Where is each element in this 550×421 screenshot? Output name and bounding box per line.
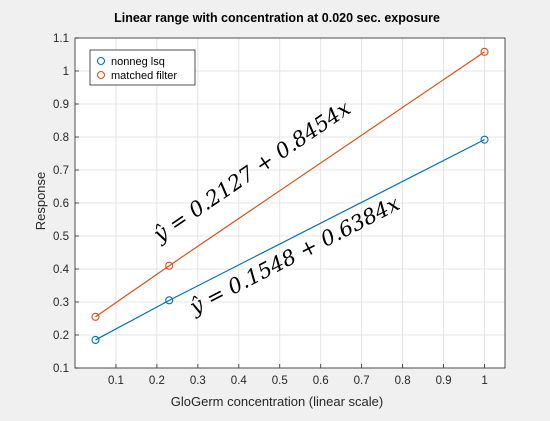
x-tick-label: 0.2 <box>149 375 165 387</box>
y-tick-label: 1 <box>63 66 69 78</box>
legend-box <box>89 49 196 86</box>
x-tick-label: 0.9 <box>436 375 452 387</box>
x-tick-label: 0.7 <box>354 375 370 387</box>
legend: nonneg lsq matched filter <box>89 49 196 86</box>
series-line <box>95 51 485 318</box>
series-line <box>95 139 485 341</box>
x-tick-label: 0.5 <box>272 375 288 387</box>
x-tick-label: 0.1 <box>108 375 124 387</box>
legend-marker <box>96 56 106 66</box>
data-point <box>480 135 489 144</box>
x-axis-label: GloGerm concentration (linear scale) <box>171 394 383 409</box>
chart-title: Linear range with concentration at 0.020… <box>114 11 440 25</box>
y-tick-label: 0.8 <box>53 132 69 144</box>
y-tick-label: 0.4 <box>53 264 70 276</box>
y-tick-label: 0.2 <box>53 330 69 342</box>
x-tick-label: 0.6 <box>313 375 329 387</box>
data-point <box>91 312 100 321</box>
legend-label: matched filter <box>111 70 177 82</box>
series <box>91 47 489 345</box>
legend-marker <box>96 70 106 80</box>
x-tick-label: 0.3 <box>190 375 206 387</box>
y-tick-label: 0.9 <box>53 99 69 111</box>
y-tick-label: 0.7 <box>53 165 69 177</box>
tick-labels: 0.1 0.2 0.3 0.4 0.5 0.6 0.7 0.8 0.9 1 0.1 0.2 0.3 0.4… <box>53 33 488 387</box>
data-point <box>91 335 100 345</box>
data-point <box>480 47 489 56</box>
y-tick-label: 0.1 <box>53 363 69 375</box>
plot-border <box>74 37 506 369</box>
data-point <box>165 296 174 305</box>
y-tick-label: 0.3 <box>53 297 69 309</box>
data-point <box>165 261 174 270</box>
y-tick-label: 1.1 <box>53 33 69 45</box>
x-tick-label: 0.8 <box>395 375 411 387</box>
y-axis-label: Response <box>33 172 48 231</box>
x-tick-label: 1 <box>481 375 487 387</box>
legend-label: nonneg lsq <box>111 56 165 68</box>
y-tick-label: 0.6 <box>53 198 69 210</box>
y-tick-label: 0.5 <box>53 231 69 243</box>
x-tick-label: 0.4 <box>231 375 248 387</box>
